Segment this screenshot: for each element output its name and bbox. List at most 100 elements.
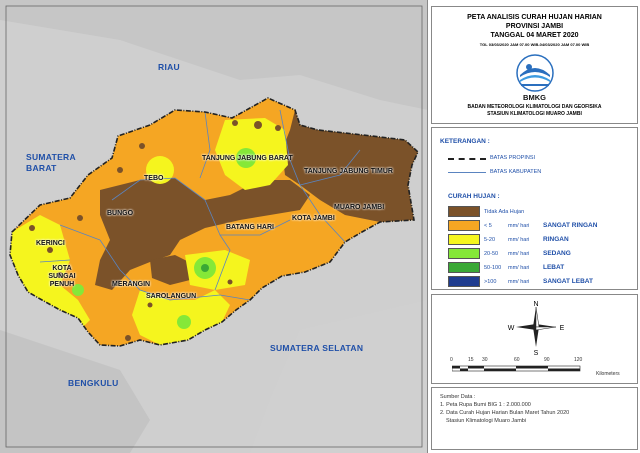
- dot: [254, 121, 262, 129]
- compass-s: S: [534, 350, 539, 355]
- dot: [57, 272, 63, 278]
- region-label-riau: RIAU: [158, 62, 180, 72]
- kab-label-sungai-penuh: KOTA SUNGAI PENUH: [48, 265, 76, 288]
- source-item: 1. Peta Rupa Bumi BIG 1 : 2.000.000: [440, 402, 531, 408]
- scale-tick: 90: [544, 357, 550, 363]
- sumsel-terrain: [250, 300, 427, 453]
- scale-tick: 0: [450, 357, 453, 363]
- map-inner-frame: [5, 5, 423, 448]
- legend-category: SEDANG: [543, 250, 571, 257]
- dot: [139, 143, 145, 149]
- scale-bar: 0 15 30 60 90 120 Kilometers: [450, 357, 630, 383]
- region-label-bengkulu: BENGKULU: [68, 378, 119, 388]
- scale-tick: 15: [468, 357, 474, 363]
- zone-no-rain-central: [95, 178, 310, 290]
- keterangan-title: KETERANGAN :: [440, 138, 490, 145]
- legend-swatch: [448, 262, 480, 273]
- kab-label-tjb: TANJUNG JABUNG BARAT: [202, 155, 293, 162]
- kab-label-tjt: TANJUNG JABUNG TIMUR: [304, 168, 393, 175]
- region-label-sumbar: SUMATERA BARAT: [26, 152, 76, 173]
- legend-class-row: 5-20 mm/ hari RINGAN: [448, 234, 638, 246]
- legend-class-row: 50-100 mm/ hari LEBAT: [448, 262, 638, 274]
- rainfall-zones: [10, 110, 418, 345]
- bengkulu-terrain: [0, 330, 150, 453]
- dot: [77, 215, 83, 221]
- legend-class-row: 20-50 mm/ hari SEDANG: [448, 248, 638, 260]
- zone-20-50-merangin: [72, 284, 84, 296]
- compass-w: W: [508, 325, 515, 332]
- legend-swatch: [448, 248, 480, 259]
- legend-category: LEBAT: [543, 264, 565, 271]
- legend-swatch: [448, 206, 480, 217]
- kab-label-merangin: MERANGIN: [112, 281, 151, 288]
- dot: [147, 302, 153, 308]
- keterangan-box: KETERANGAN : BATAS PROPINSI BATAS KABUPA…: [431, 127, 638, 290]
- map-subtitle-date: TANGGAL 04 MARET 2020: [490, 32, 579, 39]
- kabupaten-borders: [39, 109, 361, 301]
- map-title: PETA ANALISIS CURAH HUJAN HARIAN: [467, 14, 602, 21]
- compass-icon: N S E W: [508, 301, 565, 355]
- kab-label-muaro-jambi: MUARO JAMBI: [334, 204, 385, 211]
- legend-category: SANGAT RINGAN: [543, 222, 598, 229]
- riau-terrain: [0, 0, 427, 110]
- kab-label-batang-hari: BATANG HARI: [226, 224, 274, 231]
- region-label-sumsel: SUMATERA SELATAN: [270, 343, 364, 353]
- scale-tick: 30: [482, 357, 488, 363]
- legend-unit: mm/ hari: [508, 279, 530, 285]
- scale-tick: 60: [514, 357, 520, 363]
- dot: [275, 125, 281, 131]
- dot: [47, 247, 53, 253]
- institution-name: BADAN METEOROLOGI KLIMATOLOGI DAN GEOFIS…: [467, 104, 602, 110]
- title-box: PETA ANALISIS CURAH HUJAN HARIAN PROVINS…: [431, 6, 638, 124]
- legend-swatch: [448, 276, 480, 287]
- map-subtitle-province: PROVINSI JAMBI: [505, 23, 564, 30]
- scale-tick: 120: [574, 357, 583, 363]
- legend-category: SANGAT LEBAT: [543, 278, 593, 285]
- province-line-swatch: [448, 158, 486, 160]
- legend-range: < 5: [484, 223, 492, 229]
- dot: [117, 167, 123, 173]
- kab-label-tebo: TEBO: [144, 175, 164, 182]
- zone-5-20-kerinci: [10, 215, 90, 330]
- zone-5-20-tebo: [146, 156, 174, 184]
- kab-label-sarolangun: SAROLANGUN: [146, 293, 197, 300]
- province-line-label: BATAS PROPINSI: [490, 155, 536, 161]
- legend-unit: mm/ hari: [508, 265, 530, 271]
- dot: [232, 120, 238, 126]
- legend-swatch: [448, 220, 480, 231]
- kab-label-kota-jambi: KOTA JAMBI: [292, 215, 335, 222]
- zone-20-50-sar: [177, 315, 191, 329]
- kab-label-bungo: BUNGO: [107, 210, 134, 217]
- legend-unit: mm/ hari: [508, 237, 530, 243]
- legend-panel: PETA ANALISIS CURAH HUJAN HARIAN PROVINS…: [431, 0, 640, 453]
- compass-n: N: [533, 301, 538, 308]
- legend-range: 5-20: [484, 237, 496, 243]
- kab-line-label: BATAS KABUPATEN: [490, 169, 542, 175]
- legend-kab-border: BATAS KABUPATEN: [448, 168, 638, 178]
- source-title: Sumber Data :: [440, 394, 476, 400]
- zone-no-rain-small: [150, 255, 195, 285]
- map-frame: RIAU SUMATERA BARAT SUMATERA SELATAN BEN…: [0, 0, 428, 453]
- legend-range: 50-100: [484, 265, 502, 271]
- legend-range: Tidak Ada Hujan: [484, 209, 525, 215]
- curah-hujan-title: CURAH HUJAN :: [448, 193, 500, 200]
- dot: [29, 225, 35, 231]
- kab-line-swatch: [448, 172, 486, 173]
- source-item: 2. Data Curah Hujan Harian Bulan Maret T…: [440, 410, 570, 416]
- legend-swatch: [448, 234, 480, 245]
- legend-range: >100: [484, 279, 497, 285]
- legend-category: RINGAN: [543, 236, 569, 243]
- legend-province-border: BATAS PROPINSI: [448, 154, 638, 164]
- legend-class-row: >100 mm/ hari SANGAT LEBAT: [448, 276, 638, 288]
- dot: [227, 279, 233, 285]
- legend-unit: mm/ hari: [508, 251, 530, 257]
- legend-class-row: Tidak Ada Hujan: [448, 206, 638, 218]
- map-period: TGL 03/03/2020 JAM 07.00 WIB-04/03/2020 …: [479, 42, 590, 47]
- kab-label-kerinci: KERINCI: [36, 240, 65, 247]
- bmkg-logo: [515, 53, 555, 93]
- compass-scale-box: N S E W 0 15 30 60 90 120 Kilometers: [431, 294, 638, 384]
- zone-20-50-tjb: [236, 148, 256, 168]
- rainfall-map: [0, 0, 427, 453]
- source-box: Sumber Data : 1. Peta Rupa Bumi BIG 1 : …: [431, 387, 638, 450]
- bmkg-logo-icon: [515, 54, 554, 92]
